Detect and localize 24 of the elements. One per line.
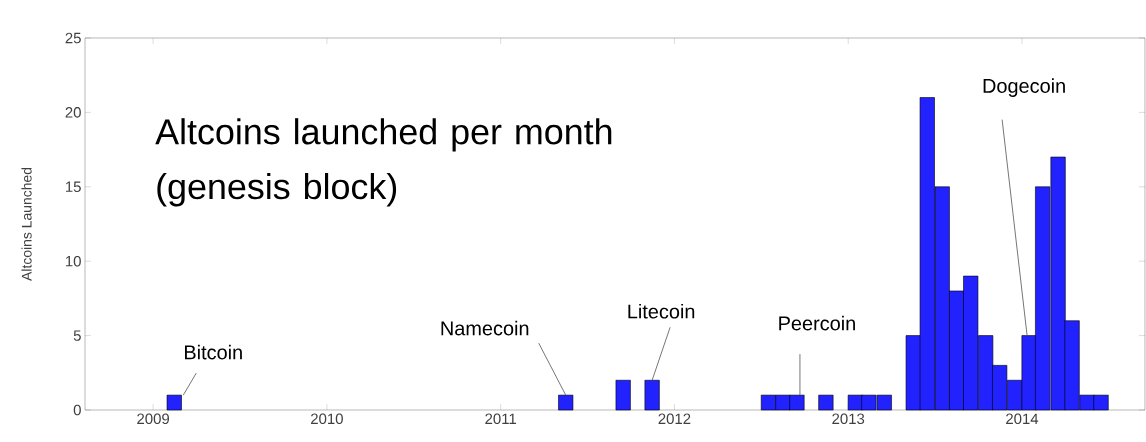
x-tick-label: 2009 — [137, 413, 170, 425]
y-tick-label: 5 — [73, 330, 81, 341]
y-axis-title: Altcoins Launched — [21, 167, 32, 281]
y-tick-label: 15 — [66, 181, 81, 193]
bar — [644, 379, 660, 411]
x-tick-label: 2010 — [311, 413, 343, 425]
y-tick-label: 10 — [66, 255, 81, 267]
bar — [615, 379, 631, 411]
x-tick-label: 2012 — [658, 413, 691, 425]
x-tick-label: 2014 — [1006, 413, 1039, 425]
x-tick-label: 2013 — [832, 413, 865, 425]
y-tick-label: 0 — [73, 404, 81, 416]
y-tick-label: 20 — [65, 107, 81, 118]
annotation: Litecoin — [628, 303, 695, 319]
annotation: Dogecoin — [983, 78, 1065, 97]
annotation: Namecoin — [441, 320, 529, 336]
y-tick-label: 25 — [65, 32, 81, 44]
text: Altcoins launched per month (genesis block) — [155, 118, 612, 207]
annotation: Bitcoin — [185, 344, 242, 360]
x-tick-label: 2011 — [485, 413, 516, 425]
annotation: Peercoin — [779, 315, 855, 331]
bar — [818, 394, 834, 411]
bar — [166, 394, 182, 411]
bar — [558, 394, 574, 411]
